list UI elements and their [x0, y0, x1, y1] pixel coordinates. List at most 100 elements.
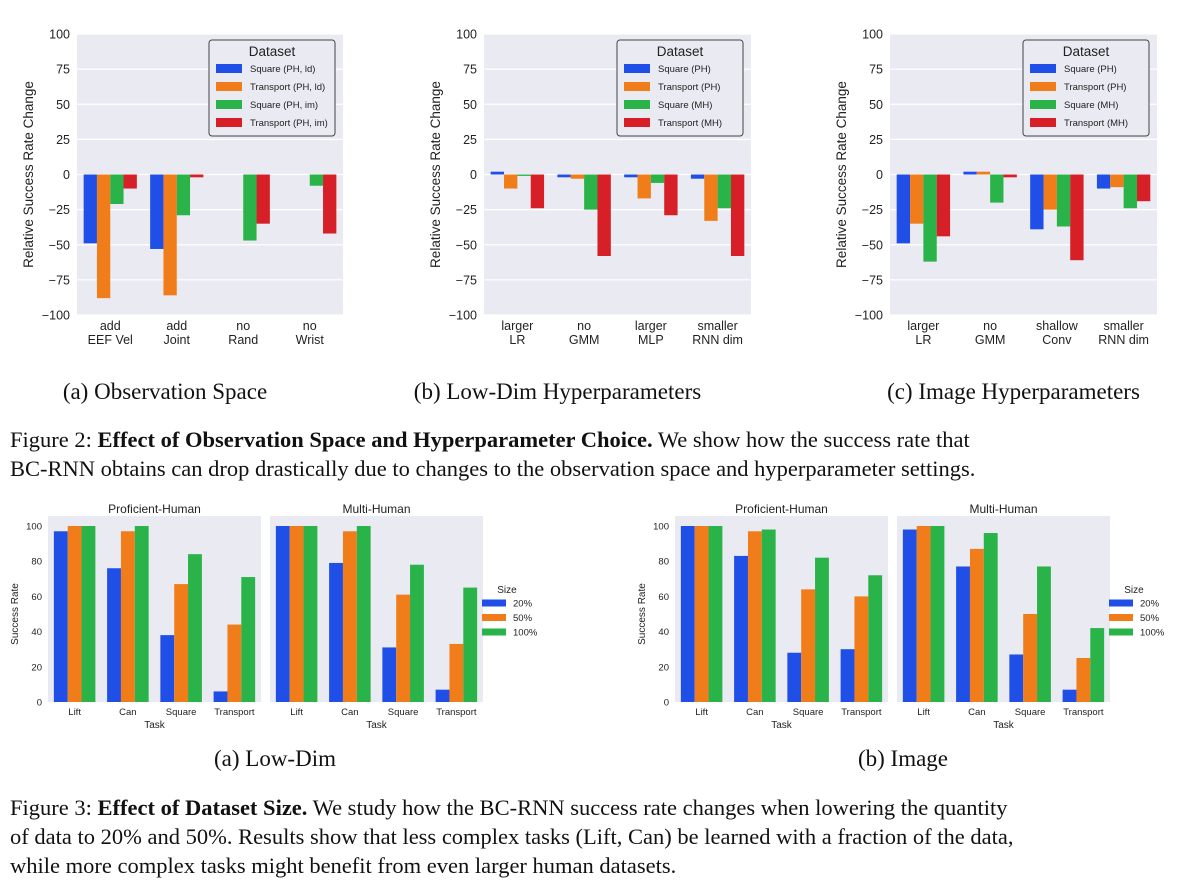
fig3-xtick-label: Square	[1015, 707, 1046, 718]
fig3-bar	[449, 643, 464, 702]
fig3-ytick-label: 40	[658, 627, 669, 638]
fig2-ytick-label: −100	[42, 309, 70, 323]
fig3-bar	[463, 587, 478, 702]
fig3-legend-title: Size	[497, 585, 517, 596]
fig3-bar	[120, 531, 135, 702]
fig2-bar	[690, 174, 705, 179]
fig3-legend-label: 50%	[513, 613, 533, 624]
fig2-ytick-label: 25	[56, 133, 70, 147]
fig3-bar	[868, 575, 883, 702]
fig3-xtick-label: Transport	[436, 707, 477, 718]
figure3-caption-bold: Effect of Dataset Size.	[97, 795, 308, 820]
fig3-legend-label: 100%	[1140, 628, 1165, 639]
fig2-xtick-label: smaller	[697, 319, 737, 333]
fig2-xtick-label: no	[303, 319, 317, 333]
fig2-xtick-label: Rand	[228, 333, 258, 347]
fig2-ytick-label: −50	[49, 238, 70, 252]
fig3-legend-swatch	[482, 614, 506, 621]
fig3-ytick-label: 0	[37, 698, 42, 709]
fig3-subcaption: (a) Low-Dim	[214, 746, 336, 771]
fig2-bar	[243, 174, 257, 241]
fig2-bar	[557, 174, 571, 178]
fig3-bar	[342, 531, 357, 702]
fig2-bar	[83, 174, 97, 244]
fig2-legend-swatch	[624, 82, 650, 91]
fig3-xtick-label: Transport	[841, 707, 882, 718]
figure2-caption-rest: We show how the success rate that	[657, 427, 970, 452]
fig2-legend-swatch	[624, 118, 650, 127]
fig2-ytick-label: 50	[56, 98, 70, 112]
figure3-caption-label: Figure 3:	[10, 795, 92, 820]
fig2-bar	[256, 174, 270, 224]
figure3-caption-line2: of data to 20% and 50%. Results show tha…	[10, 824, 1014, 849]
fig2-legend-label: Square (MH)	[658, 100, 712, 111]
fig2-legend-swatch	[216, 82, 242, 91]
fig3-bar	[983, 533, 998, 702]
fig2-xtick-label: Conv	[1042, 333, 1072, 347]
fig2-xtick-label: Wrist	[296, 333, 325, 347]
fig2-ytick-label: 50	[869, 98, 883, 112]
fig3-bar	[902, 529, 917, 702]
fig3-ytick-label: 20	[658, 662, 669, 673]
fig3-ytick-label: 0	[664, 698, 669, 709]
fig2-xtick-label: no	[577, 319, 591, 333]
fig3-legend-label: 50%	[1140, 613, 1160, 624]
fig2-legend-swatch	[1030, 82, 1056, 91]
fig2-ytick-label: −50	[862, 238, 883, 252]
fig2-xtick-label: EEF Vel	[88, 333, 133, 347]
fig3-bar	[1076, 658, 1091, 702]
fig2-bar	[1070, 174, 1084, 261]
fig2-legend-label: Square (MH)	[1064, 100, 1118, 111]
fig2-bar	[323, 174, 337, 234]
fig3-ytick-label: 20	[31, 662, 42, 673]
fig2-bar	[490, 171, 505, 175]
fig2-bar	[896, 174, 911, 244]
fig3-subcaption: (b) Image	[858, 746, 948, 771]
fig2-bar	[504, 174, 518, 189]
fig2-xtick-label: LR	[509, 333, 525, 347]
fig2-xtick-label: MLP	[638, 333, 664, 347]
fig2-bar	[976, 171, 991, 175]
fig2-ylabel: Relative Success Rate Change	[21, 81, 36, 268]
fig2-xtick-label: no	[236, 319, 250, 333]
fig3-bar	[801, 589, 816, 702]
fig3-bar	[160, 635, 175, 702]
fig2-legend-swatch	[216, 64, 242, 73]
fig3-xtick-label: Can	[341, 707, 358, 718]
fig3-xtick-label: Lift	[917, 707, 930, 718]
fig3-ylabel: Success Rate	[637, 583, 648, 645]
fig3-bar	[680, 526, 695, 702]
fig2-legend-swatch	[216, 118, 242, 127]
fig3-subplot-title: Proficient-Human	[108, 502, 201, 516]
fig2-bar	[624, 174, 638, 178]
fig2-ytick-label: −25	[49, 203, 70, 217]
fig3-subplot-title: Multi-Human	[342, 502, 410, 516]
fig3-ytick-label: 60	[658, 592, 669, 603]
fig3-legend-swatch	[1109, 628, 1133, 636]
fig2-bar	[1136, 174, 1151, 202]
fig2-legend-label: Square (PH, ld)	[250, 64, 315, 75]
fig3-xtick-label: Lift	[695, 707, 708, 718]
fig2-bar	[150, 174, 164, 249]
fig2-bar	[570, 174, 585, 179]
fig2-legend-swatch	[1030, 118, 1056, 127]
fig2-bar	[597, 174, 611, 256]
fig2-legend-label: Transport (MH)	[658, 118, 722, 129]
fig2-bar	[530, 174, 545, 209]
fig3-legend-label: 20%	[513, 599, 533, 610]
fig3-legend-label: 100%	[513, 628, 538, 639]
fig2-ytick-label: 75	[56, 63, 70, 77]
fig3-bar	[694, 526, 709, 702]
fig2-ytick-label: 50	[463, 98, 477, 112]
fig3-bar	[227, 624, 242, 702]
fig3-legend-swatch	[1109, 614, 1133, 621]
fig3-bar	[241, 577, 256, 702]
fig2-ytick-label: −75	[862, 273, 883, 287]
fig2-xtick-label: larger	[635, 319, 667, 333]
fig2-xtick-label: RNN dim	[692, 333, 743, 347]
fig2-ytick-label: −100	[855, 309, 883, 323]
figure2-caption-line1: Figure 2: Effect of Observation Space an…	[10, 426, 1175, 454]
fig3-bar	[329, 562, 343, 702]
fig3-bar	[435, 689, 450, 702]
